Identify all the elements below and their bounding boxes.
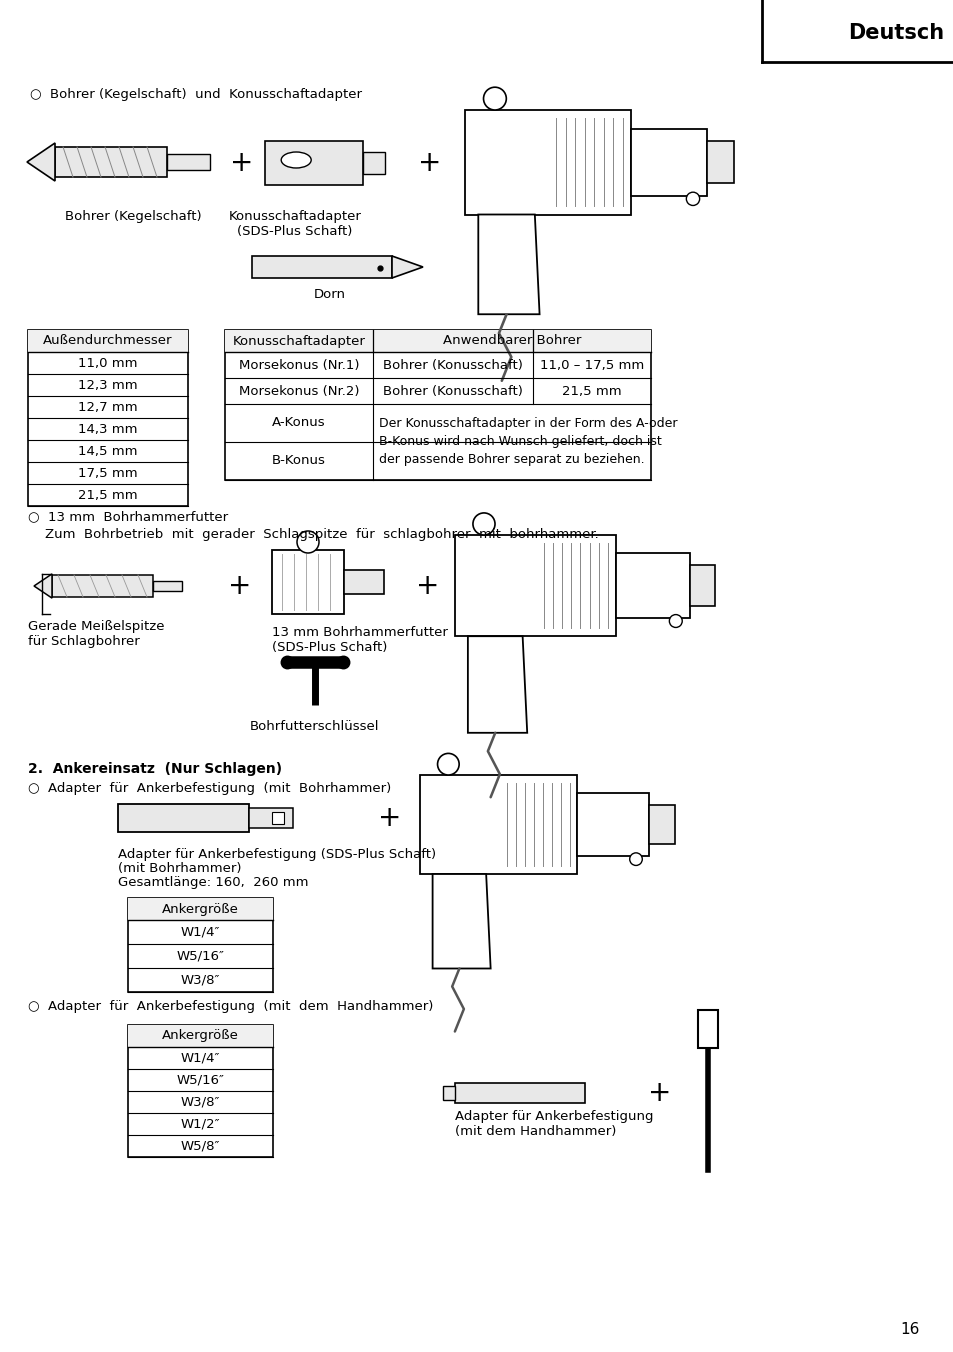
Text: Bohrfutterschlüssel: Bohrfutterschlüssel (250, 721, 379, 733)
Ellipse shape (281, 151, 311, 168)
Polygon shape (467, 637, 527, 733)
Bar (265, 141, 363, 185)
Bar (442, 1086, 455, 1101)
Text: 17,5 mm: 17,5 mm (78, 466, 137, 480)
Text: Bohrer (Konusschaft): Bohrer (Konusschaft) (383, 358, 522, 372)
Text: 12,3 mm: 12,3 mm (78, 379, 137, 392)
Bar (464, 110, 631, 215)
Text: Der Konusschaftadapter in der Form des A-oder
B-Konus wird nach Wunsch geliefert: Der Konusschaftadapter in der Form des A… (378, 418, 677, 466)
Bar (649, 804, 674, 844)
Bar (577, 792, 649, 856)
Text: W5/8″: W5/8″ (180, 1140, 220, 1152)
Bar (272, 813, 284, 823)
Bar (167, 154, 210, 170)
Text: 14,3 mm: 14,3 mm (78, 422, 137, 435)
Text: Morsekonus (Nr.2): Morsekonus (Nr.2) (238, 384, 359, 397)
Bar (253, 256, 392, 279)
Text: 2.  Ankereinsatz  (Nur Schlagen): 2. Ankereinsatz (Nur Schlagen) (28, 763, 282, 776)
Polygon shape (392, 256, 422, 279)
Polygon shape (34, 573, 52, 598)
Text: Adapter für Ankerbefestigung (SDS-Plus Schaft): Adapter für Ankerbefestigung (SDS-Plus S… (118, 848, 436, 861)
Bar (698, 1010, 718, 1048)
Circle shape (629, 853, 641, 865)
Text: W1/4″: W1/4″ (180, 926, 220, 938)
Text: 21,5 mm: 21,5 mm (561, 384, 621, 397)
Bar (28, 330, 188, 352)
Text: Konusschaftadapter
(SDS-Plus Schaft): Konusschaftadapter (SDS-Plus Schaft) (229, 210, 361, 238)
Bar (153, 581, 182, 591)
Text: 12,7 mm: 12,7 mm (78, 400, 137, 414)
Text: +: + (648, 1079, 671, 1107)
Text: W3/8″: W3/8″ (180, 1095, 220, 1109)
Text: W5/16″: W5/16″ (176, 1073, 224, 1087)
Polygon shape (27, 143, 55, 181)
Text: 14,5 mm: 14,5 mm (78, 445, 137, 457)
Text: ○  Bohrer (Kegelschaft)  und  Konusschaftadapter: ○ Bohrer (Kegelschaft) und Konusschaftad… (30, 88, 361, 101)
Text: Konusschaftadapter: Konusschaftadapter (233, 334, 365, 347)
Text: Anwendbarer Bohrer: Anwendbarer Bohrer (442, 334, 580, 347)
Bar (455, 535, 616, 637)
Bar (225, 330, 650, 352)
Bar (118, 804, 249, 831)
Circle shape (473, 512, 495, 535)
Text: +: + (416, 572, 439, 600)
Text: Morsekonus (Nr.1): Morsekonus (Nr.1) (238, 358, 359, 372)
Bar (128, 898, 273, 992)
Text: 11,0 mm: 11,0 mm (78, 357, 137, 369)
Text: Dorn: Dorn (314, 288, 346, 301)
Bar (28, 330, 188, 506)
Bar (272, 550, 344, 614)
Text: 11,0 – 17,5 mm: 11,0 – 17,5 mm (539, 358, 643, 372)
Text: Gerade Meißelspitze
für Schlagbohrer: Gerade Meißelspitze für Schlagbohrer (28, 621, 164, 648)
Text: Bohrer (Kegelschaft): Bohrer (Kegelschaft) (65, 210, 201, 223)
Bar (616, 553, 689, 618)
Text: W1/4″: W1/4″ (180, 1052, 220, 1064)
Text: Adapter für Ankerbefestigung
(mit dem Handhammer): Adapter für Ankerbefestigung (mit dem Ha… (455, 1110, 653, 1138)
Text: Außendurchmesser: Außendurchmesser (43, 334, 172, 347)
Text: ○  Adapter  für  Ankerbefestigung  (mit  Bohrhammer): ○ Adapter für Ankerbefestigung (mit Bohr… (28, 781, 391, 795)
Text: Zum  Bohrbetrieb  mit  gerader  Schlagspitze  für  schlagbohrer  mit  bohrhammer: Zum Bohrbetrieb mit gerader Schlagspitze… (28, 529, 598, 541)
Circle shape (437, 753, 458, 775)
Bar (128, 1025, 273, 1046)
Text: +: + (228, 572, 252, 600)
Text: +: + (230, 149, 253, 177)
Text: Deutsch: Deutsch (847, 23, 943, 43)
Bar (363, 151, 385, 174)
Text: 21,5 mm: 21,5 mm (78, 488, 137, 502)
Bar (128, 898, 273, 919)
Bar (55, 147, 167, 177)
Bar (225, 330, 650, 480)
Text: +: + (417, 149, 441, 177)
Bar (128, 1025, 273, 1157)
Bar (52, 575, 153, 598)
Text: Bohrer (Konusschaft): Bohrer (Konusschaft) (383, 384, 522, 397)
Text: +: + (378, 804, 401, 831)
Text: ○  13 mm  Bohrhammerfutter: ○ 13 mm Bohrhammerfutter (28, 510, 228, 523)
Bar (455, 1083, 584, 1103)
Bar (419, 775, 577, 873)
Polygon shape (477, 215, 539, 314)
Circle shape (296, 531, 318, 553)
Text: ○  Adapter  für  Ankerbefestigung  (mit  dem  Handhammer): ○ Adapter für Ankerbefestigung (mit dem … (28, 1000, 433, 1013)
Bar (249, 808, 293, 827)
Circle shape (483, 87, 506, 110)
Text: 16: 16 (900, 1322, 919, 1337)
Text: W5/16″: W5/16″ (176, 949, 224, 963)
Circle shape (685, 192, 699, 206)
Text: W1/2″: W1/2″ (180, 1118, 220, 1130)
Bar (344, 571, 384, 594)
Text: 13 mm Bohrhammerfutter
(SDS-Plus Schaft): 13 mm Bohrhammerfutter (SDS-Plus Schaft) (272, 626, 447, 654)
Text: Ankergröße: Ankergröße (162, 1029, 238, 1042)
Polygon shape (432, 873, 490, 968)
Circle shape (669, 615, 681, 627)
Text: Gesamtlänge: 160,  260 mm: Gesamtlänge: 160, 260 mm (118, 876, 308, 890)
Bar (706, 142, 733, 183)
Text: B-Konus: B-Konus (272, 454, 326, 468)
Bar (689, 565, 715, 606)
Text: (mit Bohrhammer): (mit Bohrhammer) (118, 863, 241, 875)
Bar (631, 128, 706, 196)
Text: A-Konus: A-Konus (272, 416, 326, 430)
Text: Ankergröße: Ankergröße (162, 903, 238, 915)
Text: W3/8″: W3/8″ (180, 973, 220, 987)
